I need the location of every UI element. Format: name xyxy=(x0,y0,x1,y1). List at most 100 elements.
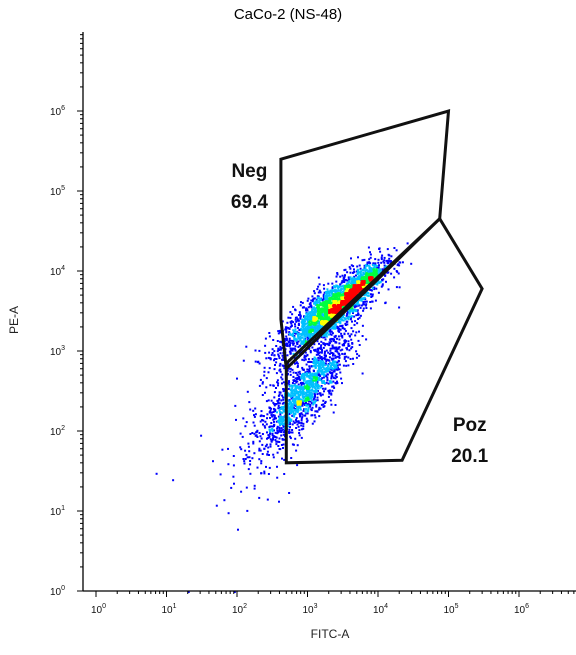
y-tick-label: 103 xyxy=(50,345,65,358)
event-dot xyxy=(310,377,313,380)
event-dot xyxy=(301,325,304,328)
event-dot xyxy=(330,291,333,294)
event-dot xyxy=(344,322,347,325)
event-dot xyxy=(215,504,218,507)
x-axis-title: FITC-A xyxy=(311,627,350,641)
event-dot xyxy=(343,280,346,283)
event-dot xyxy=(295,449,298,452)
event-dot xyxy=(281,354,284,357)
event-dot xyxy=(304,387,307,390)
event-dot xyxy=(289,423,292,426)
event-dot xyxy=(278,448,281,450)
event-dot xyxy=(270,425,273,428)
event-dot xyxy=(303,377,306,379)
event-dot xyxy=(358,264,361,267)
event-dot xyxy=(335,300,338,302)
event-dot xyxy=(298,405,301,408)
event-dot xyxy=(293,397,296,400)
event-dot xyxy=(306,391,309,394)
event-dot xyxy=(291,385,294,388)
event-dot xyxy=(371,278,374,281)
event-dot xyxy=(354,334,357,337)
event-dot xyxy=(306,396,309,399)
event-dot xyxy=(353,289,356,291)
event-dot xyxy=(306,322,309,325)
event-dot xyxy=(332,327,335,330)
event-dot xyxy=(273,414,276,417)
event-dot xyxy=(272,456,275,459)
event-dot xyxy=(290,457,293,459)
event-dot xyxy=(318,377,321,380)
event-dot xyxy=(323,370,326,373)
event-dot xyxy=(325,335,328,338)
event-dot xyxy=(359,271,362,274)
event-dot xyxy=(331,282,334,285)
event-dot xyxy=(263,366,266,369)
event-dot xyxy=(288,421,291,424)
event-dot xyxy=(291,368,294,371)
event-dot xyxy=(339,322,342,325)
event-dot xyxy=(326,310,328,313)
event-dot xyxy=(384,274,387,277)
event-dot xyxy=(328,319,331,322)
event-dot xyxy=(302,320,305,323)
event-dot xyxy=(312,369,315,372)
event-dot xyxy=(247,468,250,471)
event-dot xyxy=(380,256,383,259)
event-dot xyxy=(308,392,311,395)
event-dot xyxy=(334,374,337,377)
event-dot xyxy=(317,308,320,311)
event-dot xyxy=(357,277,359,279)
event-dot xyxy=(321,320,323,323)
event-dot xyxy=(321,314,324,317)
event-dot xyxy=(290,402,293,405)
event-dot xyxy=(297,398,300,401)
event-dot xyxy=(307,297,310,300)
event-dot xyxy=(311,311,314,314)
event-dot xyxy=(364,266,367,269)
event-dot xyxy=(279,408,282,410)
event-dot xyxy=(326,288,329,291)
event-dot xyxy=(358,290,361,293)
event-dot xyxy=(303,375,306,378)
event-dot xyxy=(289,420,292,422)
event-dot xyxy=(309,322,312,325)
event-dot xyxy=(289,426,291,429)
event-dot xyxy=(290,397,293,400)
event-dot xyxy=(347,286,349,289)
event-dot xyxy=(375,287,378,290)
event-dot xyxy=(300,387,303,390)
event-dot xyxy=(276,411,278,414)
event-dot xyxy=(302,373,304,375)
event-dot xyxy=(354,277,357,280)
event-dot xyxy=(264,337,267,340)
event-dot xyxy=(317,276,320,279)
event-dot xyxy=(305,412,308,415)
event-dot xyxy=(288,384,291,387)
event-dot xyxy=(308,318,311,321)
event-dot xyxy=(298,370,301,373)
event-dot xyxy=(354,309,357,312)
event-dot xyxy=(305,329,308,332)
event-dot xyxy=(360,277,363,280)
event-dot xyxy=(351,280,353,283)
event-dot xyxy=(353,268,355,271)
event-dot xyxy=(307,337,310,340)
event-dot xyxy=(283,389,286,392)
event-dot xyxy=(318,385,320,388)
event-dot xyxy=(325,313,327,315)
event-dot xyxy=(237,528,239,531)
event-dot xyxy=(377,291,380,294)
event-dot xyxy=(362,303,365,306)
event-dot xyxy=(258,432,261,434)
event-dot xyxy=(365,268,368,271)
event-dot xyxy=(349,267,352,270)
event-dot xyxy=(357,318,360,320)
event-dot xyxy=(355,356,358,359)
event-dot xyxy=(333,304,335,307)
event-dot xyxy=(273,359,275,362)
event-dot xyxy=(375,265,378,267)
event-dot xyxy=(349,318,352,321)
event-dot xyxy=(288,407,291,409)
event-dot xyxy=(302,425,305,428)
